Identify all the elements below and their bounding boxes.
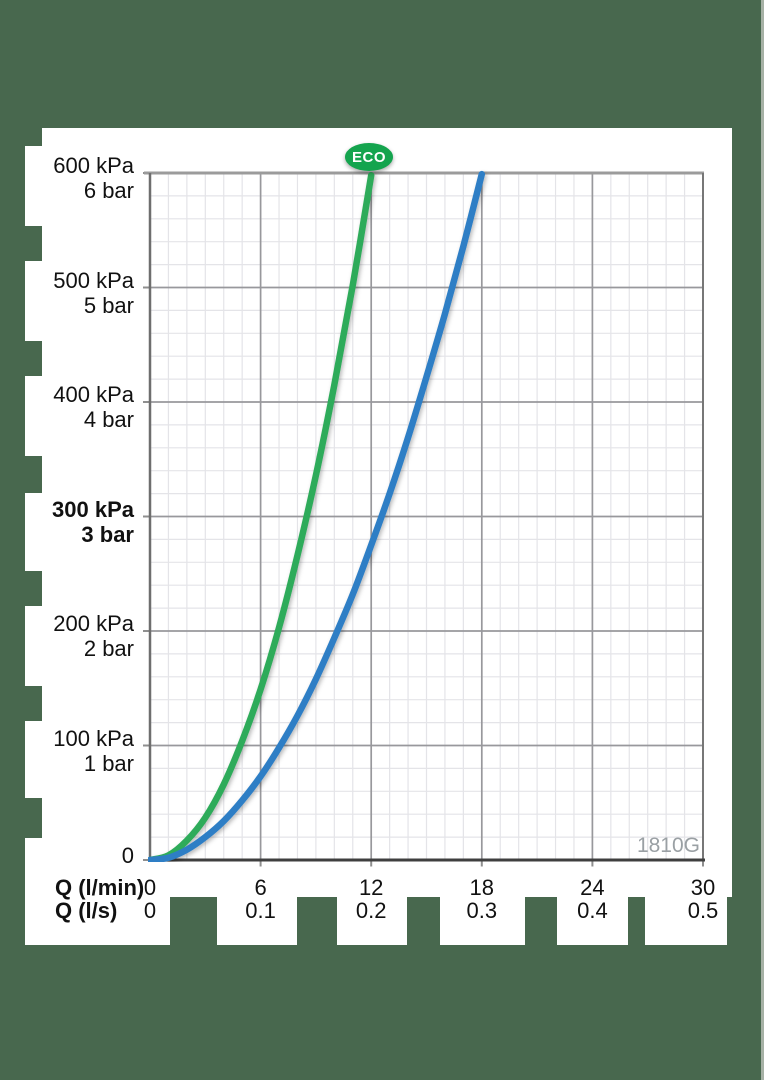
panel-notch bbox=[25, 606, 42, 686]
right-edge-strip bbox=[761, 0, 764, 1080]
curve-ECO bbox=[148, 172, 375, 862]
panel-notch bbox=[645, 897, 727, 945]
y-tick-label-500: 500 kPa 5 bar bbox=[53, 267, 134, 318]
y-tick-label-0: 0 bbox=[121, 843, 134, 868]
y-tick-label-100: 100 kPa 1 bar bbox=[53, 725, 134, 776]
panel-notch bbox=[337, 897, 407, 945]
curve-standard bbox=[148, 170, 486, 862]
panel-notch bbox=[217, 897, 297, 945]
x-tick-ls-18: 0.3 bbox=[466, 898, 498, 923]
x-tick-ls-24: 0.4 bbox=[577, 898, 608, 923]
y-tick-label-600: 600 kPa 6 bar bbox=[53, 153, 134, 203]
x-tick-lmin-24: 24 bbox=[580, 875, 605, 900]
panel-notch bbox=[25, 838, 170, 945]
panel-notch bbox=[25, 146, 42, 226]
panel-notch bbox=[25, 721, 42, 798]
x-tick-ls-0: 0 bbox=[143, 898, 157, 923]
panel-notch bbox=[557, 897, 628, 945]
panel-notch bbox=[440, 897, 525, 945]
x-axis-label-lmin: Q (l/min) bbox=[55, 875, 145, 900]
x-tick-lmin-30: 30 bbox=[690, 875, 716, 900]
y-tick-label-200: 200 kPa 2 bar bbox=[53, 611, 134, 661]
x-tick-ls-12: 0.2 bbox=[355, 898, 387, 923]
panel-notch bbox=[25, 376, 42, 456]
x-tick-lmin-12: 12 bbox=[358, 875, 384, 900]
x-tick-lmin-0: 0 bbox=[143, 875, 157, 900]
x-tick-ls-30: 0.5 bbox=[687, 898, 719, 923]
y-tick-label-300: 300 kPa 3 bar bbox=[52, 496, 134, 547]
x-tick-ls-6: 0.1 bbox=[245, 898, 276, 923]
y-tick-label-400: 400 kPa 4 bar bbox=[53, 382, 134, 432]
panel-notch bbox=[25, 261, 42, 341]
x-tick-lmin-18: 18 bbox=[469, 875, 495, 900]
model-number-watermark: 1810G bbox=[636, 834, 700, 857]
x-axis-label-ls: Q (l/s) bbox=[55, 898, 118, 923]
x-tick-lmin-6: 6 bbox=[254, 875, 267, 900]
eco-badge: ECO bbox=[345, 143, 393, 171]
panel-notch bbox=[25, 493, 42, 571]
